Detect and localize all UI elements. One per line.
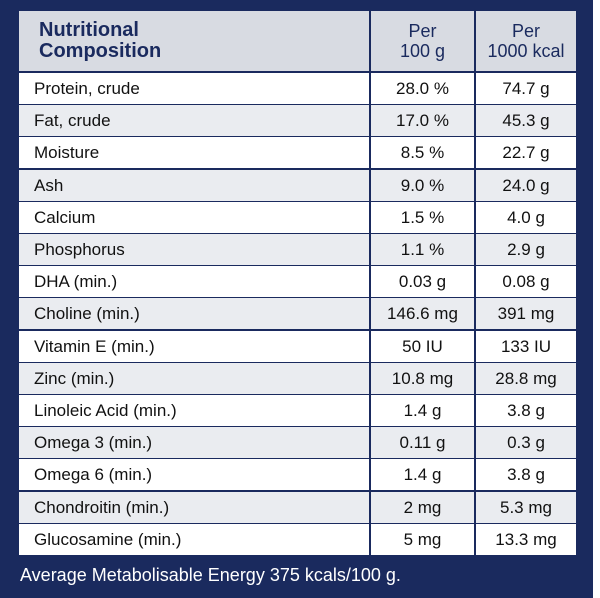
- value-per-1000kcal: 24.0 g: [476, 169, 576, 201]
- header-title: Nutritional Composition: [39, 20, 359, 62]
- value-per-1000kcal: 28.8 mg: [476, 362, 576, 394]
- nutrient-name: Omega 6 (min.): [19, 459, 369, 491]
- value-per-100g: 146.6 mg: [371, 298, 474, 330]
- value-per-1000kcal: 2.9 g: [476, 234, 576, 265]
- nutrient-name: Linoleic Acid (min.): [19, 395, 369, 426]
- table-row: Vitamin E (min.) 50 IU 133 IU: [19, 330, 576, 362]
- table-row: Glucosamine (min.) 5 mg 13.3 mg: [19, 523, 576, 555]
- nutrient-name: Choline (min.): [19, 298, 369, 330]
- value-per-1000kcal: 22.7 g: [476, 137, 576, 169]
- nutrient-name: Vitamin E (min.): [19, 330, 369, 362]
- value-per-100g: 50 IU: [371, 330, 474, 362]
- header-per-1000kcal-line1: Per: [511, 21, 540, 41]
- nutrient-name: Calcium: [19, 201, 369, 233]
- value-per-1000kcal: 45.3 g: [476, 105, 576, 137]
- table-row: Protein, crude 28.0 % 74.7 g: [19, 73, 576, 104]
- header-cell-per-100g: Per 100 g: [371, 11, 474, 71]
- value-per-1000kcal: 391 mg: [476, 298, 576, 330]
- nutrient-name: Phosphorus: [19, 234, 369, 265]
- nutrient-name: Zinc (min.): [19, 362, 369, 394]
- nutrition-table: Nutritional Composition Per 100 g Per 10…: [19, 11, 576, 555]
- table-header: Nutritional Composition Per 100 g Per 10…: [19, 11, 576, 71]
- value-per-1000kcal: 74.7 g: [476, 73, 576, 104]
- table-row: Phosphorus 1.1 % 2.9 g: [19, 234, 576, 265]
- value-per-100g: 9.0 %: [371, 169, 474, 201]
- value-per-100g: 0.11 g: [371, 427, 474, 459]
- value-per-1000kcal: 0.3 g: [476, 427, 576, 459]
- value-per-1000kcal: 5.3 mg: [476, 491, 576, 523]
- header-per-1000kcal-line2: 1000 kcal: [487, 41, 565, 61]
- header-divider: [369, 11, 371, 71]
- table-row: Omega 3 (min.) 0.11 g 0.3 g: [19, 427, 576, 459]
- table-row: Linoleic Acid (min.) 1.4 g 3.8 g: [19, 395, 576, 426]
- table-row: Choline (min.) 146.6 mg 391 mg: [19, 298, 576, 330]
- value-per-100g: 28.0 %: [371, 73, 474, 104]
- nutrient-name: DHA (min.): [19, 266, 369, 298]
- nutrient-name: Omega 3 (min.): [19, 427, 369, 459]
- value-per-1000kcal: 13.3 mg: [476, 523, 576, 555]
- header-title-line1: Nutritional: [39, 19, 139, 41]
- nutrient-name: Chondroitin (min.): [19, 491, 369, 523]
- value-per-1000kcal: 3.8 g: [476, 395, 576, 426]
- nutrient-name: Glucosamine (min.): [19, 523, 369, 555]
- table-row: DHA (min.) 0.03 g 0.08 g: [19, 266, 576, 298]
- value-per-100g: 8.5 %: [371, 137, 474, 169]
- value-per-100g: 10.8 mg: [371, 362, 474, 394]
- value-per-1000kcal: 3.8 g: [476, 459, 576, 491]
- table-row: Zinc (min.) 10.8 mg 28.8 mg: [19, 362, 576, 394]
- nutrient-name: Fat, crude: [19, 105, 369, 137]
- energy-footnote: Average Metabolisable Energy 375 kcals/1…: [20, 565, 401, 585]
- header-divider: [474, 11, 476, 71]
- table-row: Calcium 1.5 % 4.0 g: [19, 201, 576, 233]
- value-per-100g: 1.1 %: [371, 234, 474, 265]
- header-cell-per-1000kcal: Per 1000 kcal: [476, 11, 576, 71]
- value-per-100g: 17.0 %: [371, 105, 474, 137]
- header-per-100g-line2: 100 g: [399, 41, 446, 61]
- value-per-1000kcal: 133 IU: [476, 330, 576, 362]
- value-per-100g: 5 mg: [371, 523, 474, 555]
- header-title-line2: Composition: [39, 40, 162, 62]
- table-row: Ash 9.0 % 24.0 g: [19, 169, 576, 201]
- value-per-1000kcal: 0.08 g: [476, 266, 576, 298]
- table-row: Fat, crude 17.0 % 45.3 g: [19, 105, 576, 137]
- nutrient-name: Ash: [19, 169, 369, 201]
- nutrient-name: Moisture: [19, 137, 369, 169]
- table-body: Protein, crude 28.0 % 74.7 g Fat, crude …: [19, 73, 576, 555]
- value-per-100g: 1.4 g: [371, 459, 474, 491]
- value-per-100g: 1.5 %: [371, 201, 474, 233]
- table-row: Omega 6 (min.) 1.4 g 3.8 g: [19, 459, 576, 491]
- nutrient-name: Protein, crude: [19, 73, 369, 104]
- header-cell-composition: Nutritional Composition: [19, 11, 369, 71]
- value-per-100g: 1.4 g: [371, 395, 474, 426]
- value-per-100g: 0.03 g: [371, 266, 474, 298]
- value-per-1000kcal: 4.0 g: [476, 201, 576, 233]
- table-row: Moisture 8.5 % 22.7 g: [19, 137, 576, 169]
- table-row: Chondroitin (min.) 2 mg 5.3 mg: [19, 491, 576, 523]
- header-per-100g-line1: Per: [408, 21, 437, 41]
- value-per-100g: 2 mg: [371, 491, 474, 523]
